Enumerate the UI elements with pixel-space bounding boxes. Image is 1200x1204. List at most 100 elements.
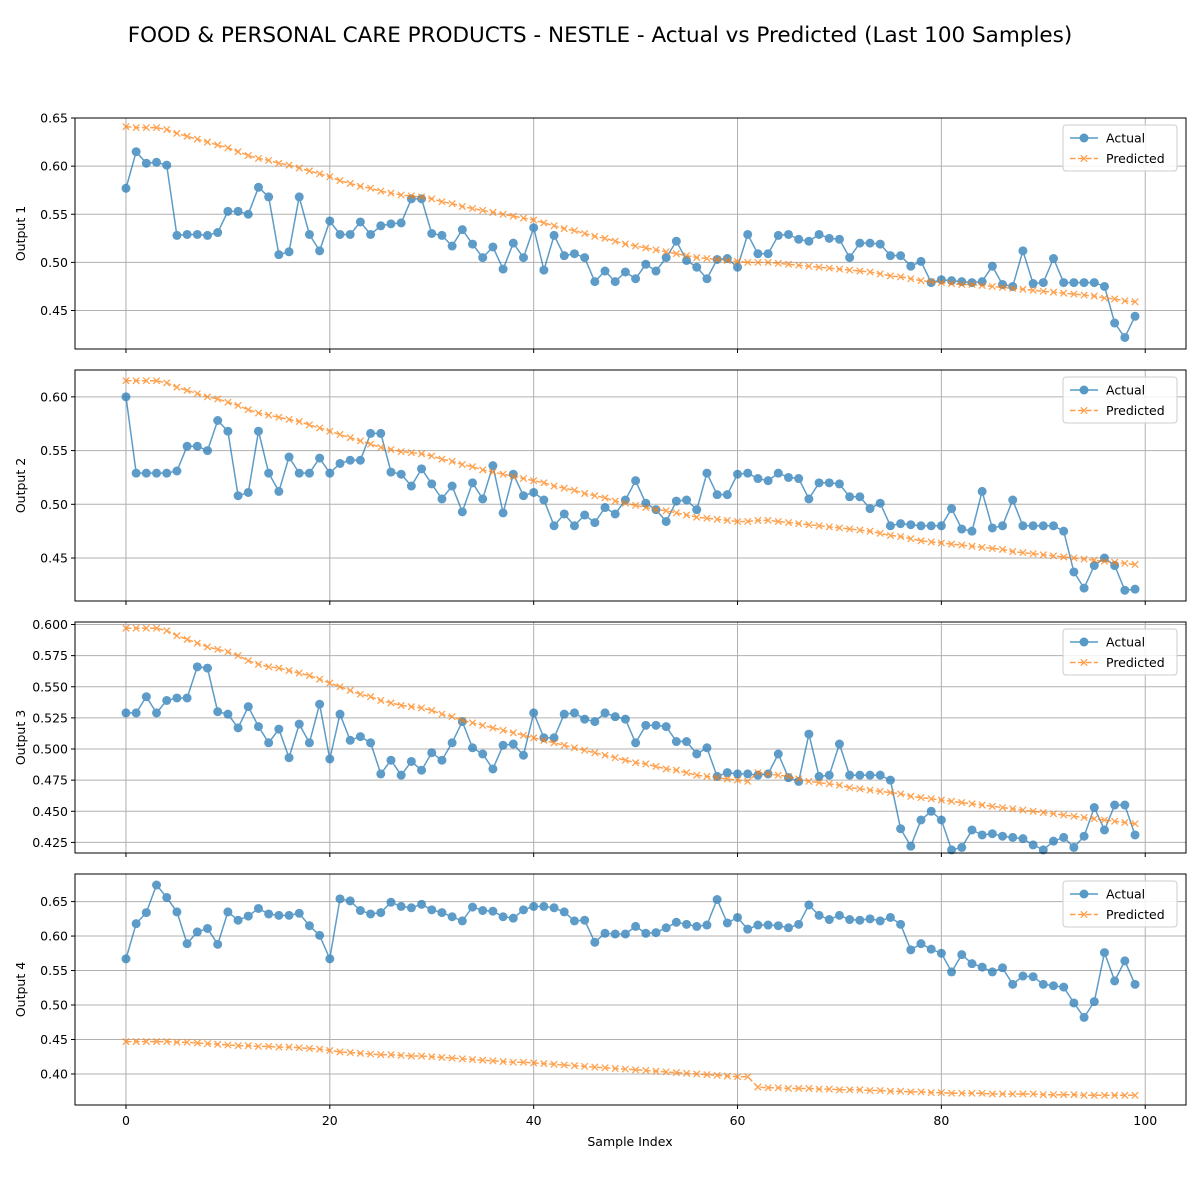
data-point-actual: [549, 521, 559, 531]
data-point-predicted: [142, 1037, 151, 1046]
data-point-predicted: [805, 777, 813, 786]
data-point-predicted: [224, 648, 232, 656]
data-point-actual: [631, 476, 641, 486]
data-point-predicted: [733, 776, 742, 784]
data-point-predicted: [152, 624, 161, 632]
data-point-actual: [641, 720, 651, 730]
legend-box: [1062, 376, 1178, 424]
data-point-predicted: [580, 746, 589, 754]
data-point-predicted: [1131, 560, 1139, 569]
data-point-actual: [376, 221, 386, 231]
data-point-predicted: [693, 253, 701, 262]
data-point-predicted: [224, 144, 232, 152]
data-point-predicted: [1019, 285, 1027, 293]
data-point-predicted: [366, 440, 375, 448]
data-point-predicted: [519, 474, 528, 483]
data-point-actual: [1120, 800, 1130, 810]
data-point-predicted: [611, 1064, 619, 1073]
data-point-predicted: [754, 1083, 762, 1091]
y-tick-label: 0.45: [40, 1032, 68, 1047]
data-point-predicted: [346, 179, 354, 188]
data-point-predicted: [937, 539, 946, 547]
data-point-predicted: [845, 1086, 854, 1094]
data-point-actual: [162, 468, 172, 478]
data-point-actual: [1120, 585, 1130, 595]
y-tick-label: 0.55: [40, 963, 68, 978]
y-tick-label: 0.475: [32, 773, 68, 788]
data-point-actual: [794, 919, 804, 929]
data-point-actual: [957, 842, 967, 852]
data-point-predicted: [744, 517, 752, 526]
data-point-actual: [743, 468, 753, 478]
data-point-actual: [182, 229, 192, 239]
data-point-predicted: [285, 415, 293, 424]
data-point-actual: [845, 770, 855, 780]
data-point-actual: [192, 441, 202, 451]
data-point-predicted: [458, 202, 466, 211]
data-point-predicted: [254, 660, 263, 668]
data-point-predicted: [1080, 1091, 1088, 1100]
data-point-predicted: [1009, 1090, 1017, 1098]
data-point-predicted: [947, 797, 956, 805]
data-point-actual: [325, 216, 335, 226]
data-point-predicted: [754, 516, 762, 525]
data-point-predicted: [468, 204, 477, 213]
legend-label-predicted: Predicted: [1106, 151, 1165, 166]
data-point-actual: [223, 709, 233, 719]
data-point-actual: [498, 264, 508, 274]
data-point-actual: [783, 229, 793, 239]
data-point-actual: [549, 903, 559, 913]
data-point-predicted: [713, 255, 721, 264]
data-point-predicted: [845, 266, 854, 274]
data-point-actual: [274, 910, 284, 920]
data-point-actual: [152, 708, 162, 718]
data-point-predicted: [417, 704, 426, 712]
data-point-predicted: [1121, 1091, 1129, 1100]
data-point-actual: [253, 722, 263, 732]
data-point-actual: [733, 769, 743, 779]
data-point-actual: [814, 771, 824, 781]
data-point-predicted: [519, 1058, 528, 1066]
data-point-actual: [987, 967, 997, 977]
data-point-actual: [478, 906, 488, 916]
data-point-predicted: [621, 1065, 630, 1073]
data-point-actual: [427, 479, 437, 489]
data-point-predicted: [713, 1071, 721, 1080]
x-tick-label: 100: [1133, 1113, 1157, 1128]
data-point-actual: [1059, 526, 1069, 536]
data-point-actual: [947, 845, 957, 855]
legend: Actual Predicted: [1062, 880, 1178, 928]
data-point-actual: [549, 733, 559, 743]
data-point-actual: [590, 277, 600, 287]
chart-title: FOOD & PERSONAL CARE PRODUCTS - NESTLE -…: [128, 23, 1073, 48]
data-point-actual: [355, 906, 365, 916]
data-point-predicted: [988, 802, 996, 810]
panel-1: 0.45 0.50 0.55 0.60 0.65 Output 1 Actual Predic…: [13, 111, 1187, 353]
data-point-predicted: [825, 523, 833, 531]
data-point-actual: [427, 905, 437, 915]
data-point-predicted: [142, 377, 151, 385]
panel-4: 0.40 0.45 0.50 0.55 0.60 0.65 0 20 40 60 80 100 Outp…: [13, 873, 1187, 1128]
data-point-predicted: [662, 765, 670, 773]
y-tick-label: 0.550: [32, 679, 68, 694]
data-point-actual: [335, 229, 345, 239]
data-point-predicted: [499, 210, 507, 218]
data-point-predicted: [234, 148, 242, 156]
data-point-actual: [845, 492, 855, 502]
data-point-actual: [243, 702, 253, 712]
legend-marker-actual: [1070, 889, 1098, 899]
data-point-actual: [641, 928, 651, 938]
data-point-actual: [396, 770, 406, 780]
data-point-actual: [569, 249, 579, 259]
data-point-actual: [121, 954, 131, 964]
data-point-actual: [896, 251, 906, 261]
data-point-actual: [824, 915, 834, 925]
data-point-actual: [671, 236, 681, 246]
data-point-predicted: [866, 268, 874, 276]
data-point-actual: [783, 923, 793, 933]
data-point-predicted: [458, 1055, 466, 1063]
data-point-predicted: [835, 781, 844, 789]
data-point-predicted: [356, 1049, 365, 1057]
series-actual: [121, 662, 1140, 855]
data-point-actual: [855, 770, 865, 780]
